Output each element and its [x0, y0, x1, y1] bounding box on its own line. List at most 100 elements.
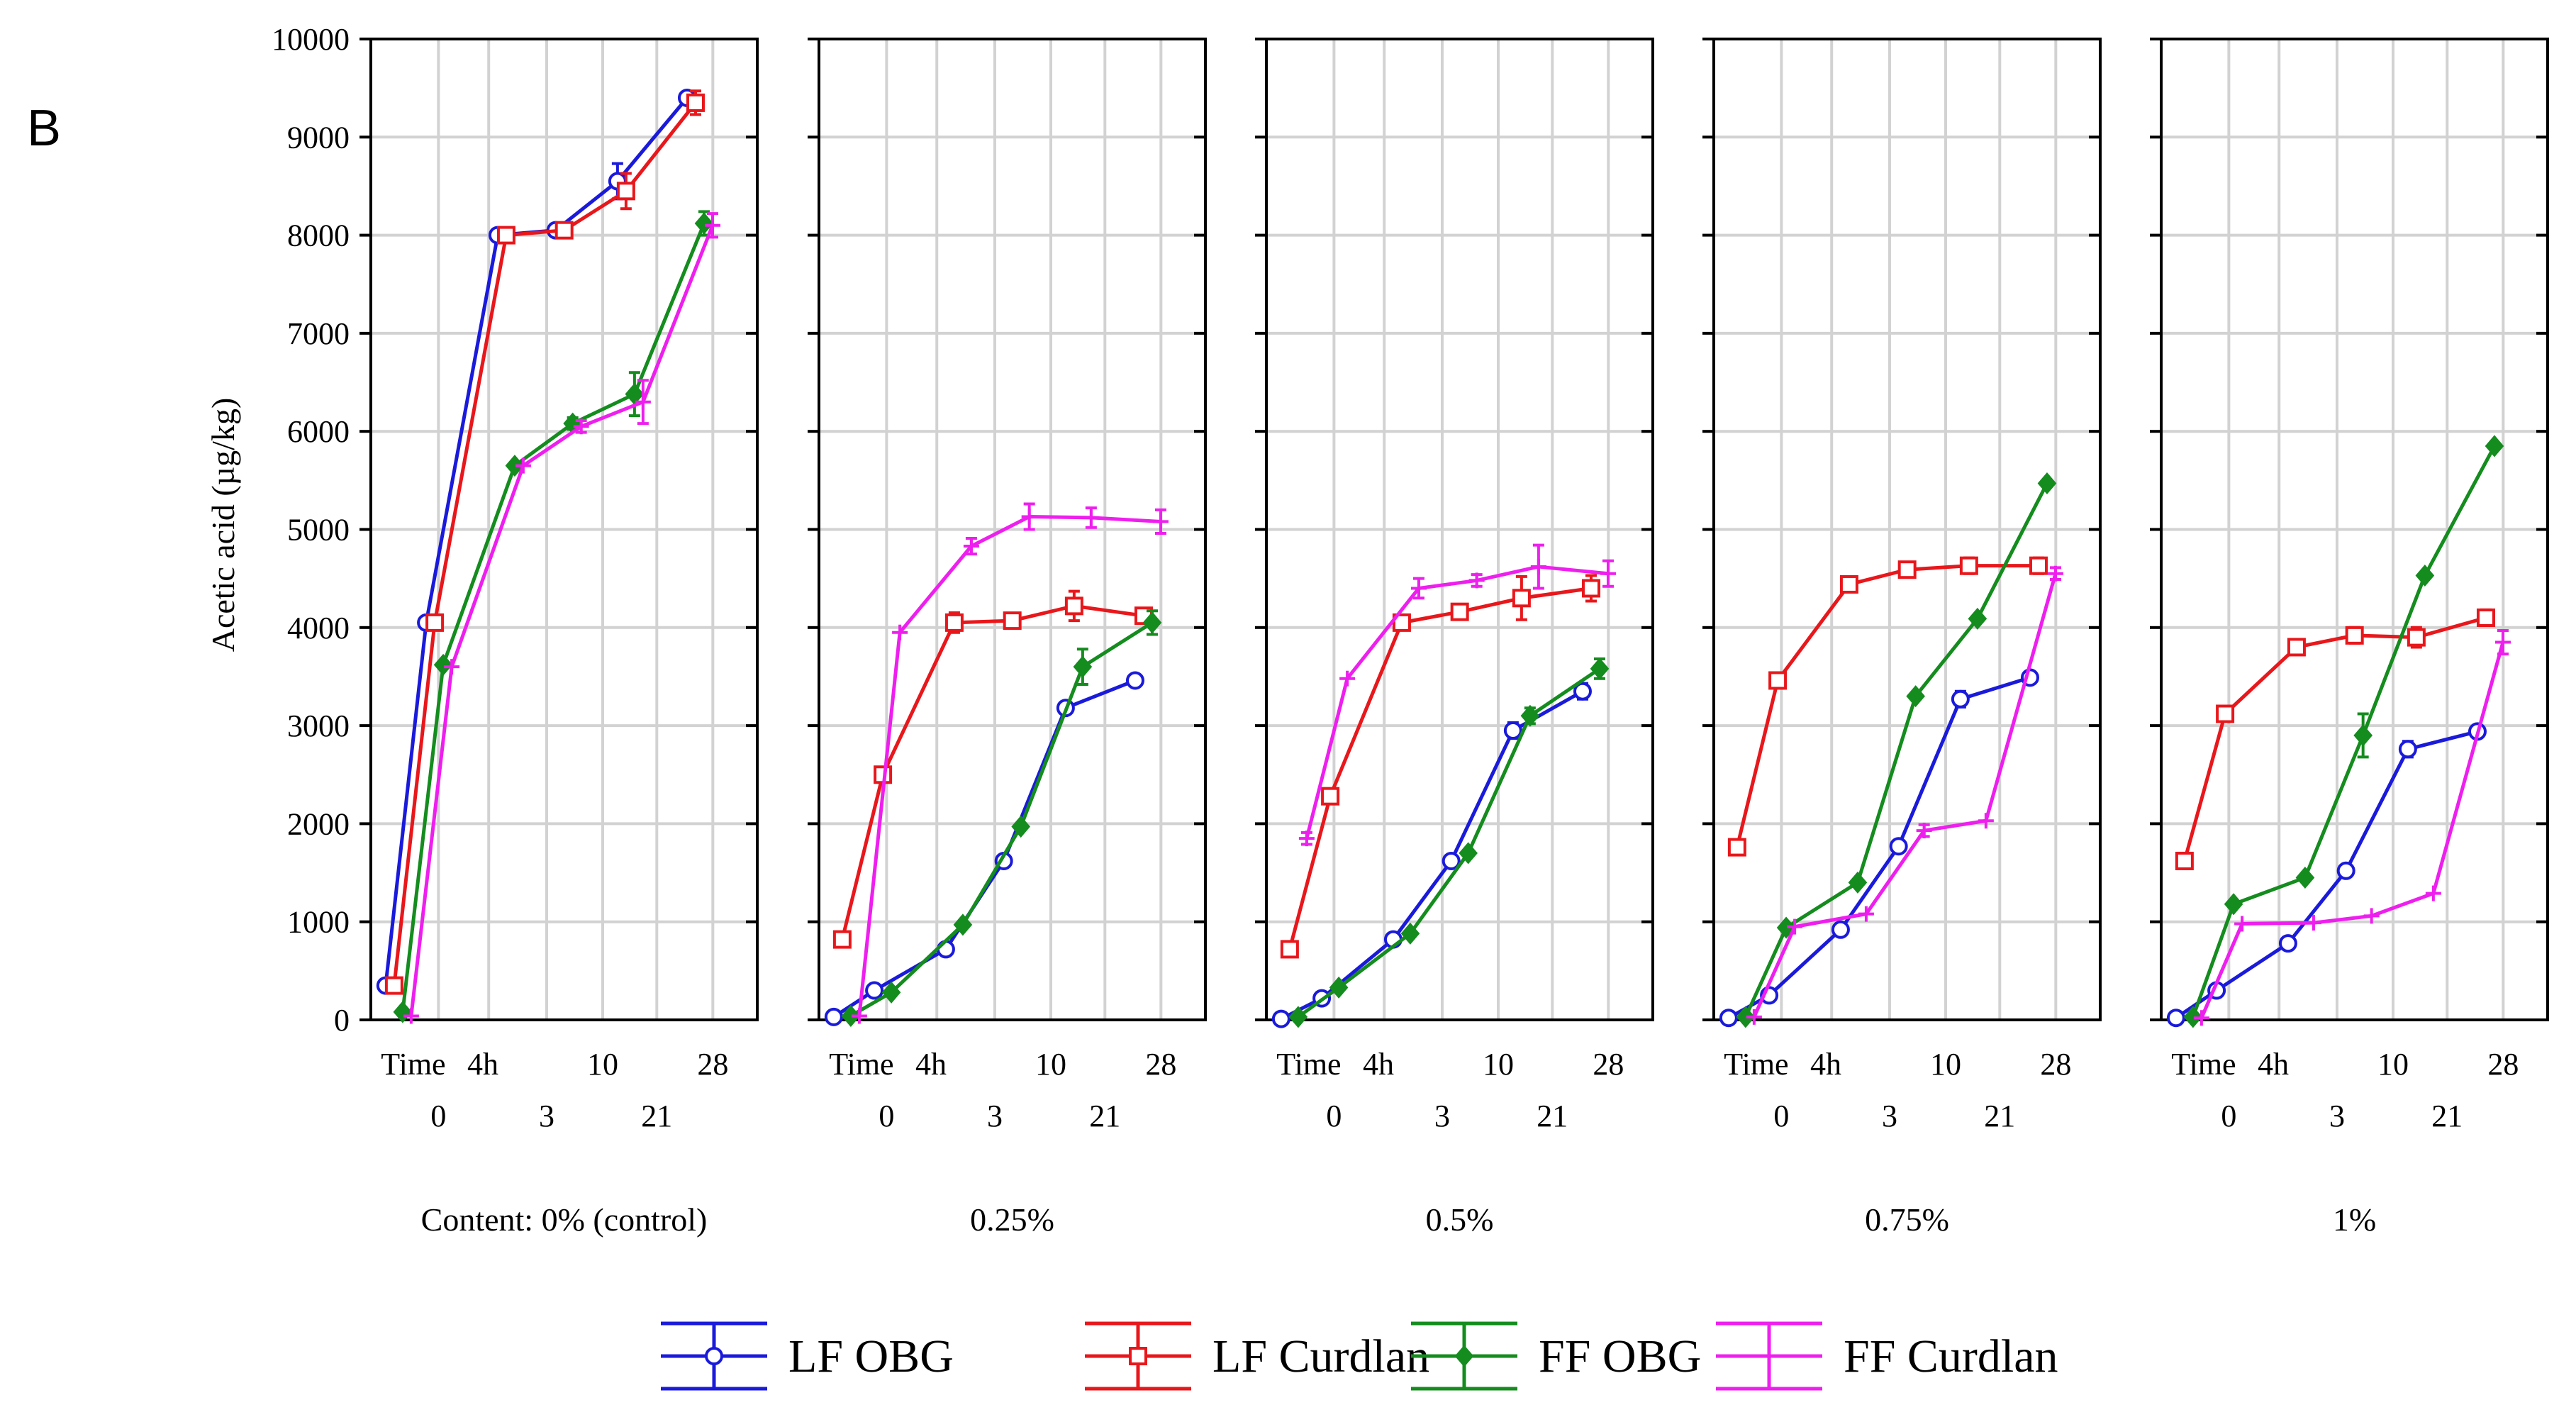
panel-3: Time 4h 10 28 0 3 21 0.75%: [1702, 38, 2102, 1238]
data-point-cross: [1787, 918, 1803, 935]
data-point-cross: [2193, 1010, 2209, 1026]
x-tick-label: 28: [2487, 1047, 2519, 1082]
x-tick-label: 0: [1326, 1099, 1342, 1133]
data-point-square: [832, 930, 852, 949]
series-line: [849, 621, 1154, 1018]
series-line: [409, 224, 715, 1016]
data-point-diamond: [1142, 611, 1162, 634]
data-point-diamond: [2295, 866, 2315, 889]
data-point-cross: [2305, 915, 2321, 931]
data-point-circle: [1889, 837, 1908, 856]
x-tick-label: 4h: [2258, 1047, 2289, 1082]
x-tick-label: 0: [430, 1099, 446, 1133]
series-line: [1752, 573, 2058, 1018]
data-point-square: [944, 613, 964, 632]
x-tick-label: Time: [2171, 1047, 2236, 1082]
data-point-square: [1392, 613, 1411, 632]
panel-content-label: 0.5%: [1426, 1201, 1494, 1238]
x-tick-label: 3: [1434, 1099, 1450, 1133]
data-point-circle: [2166, 1009, 2185, 1028]
legend-label: LF OBG: [788, 1331, 954, 1382]
y-tick-label: 6000: [287, 414, 350, 449]
series-ff-curdlan: [2193, 628, 2511, 1026]
data-point-square: [554, 221, 574, 240]
x-tick-label: 3: [1882, 1099, 1897, 1133]
series-lf-curdlan: [832, 589, 1153, 949]
series-lf-obg: [1271, 682, 1592, 1028]
data-point-circle: [1831, 920, 1850, 939]
series-lf-curdlan: [1727, 556, 2048, 857]
data-point-square: [1450, 602, 1469, 621]
series-line: [401, 223, 706, 1013]
x-tick-label: Time: [1276, 1047, 1341, 1082]
data-point-cross: [1761, 1348, 1777, 1364]
data-point-diamond: [2183, 1006, 2203, 1028]
chart-panels: Time 4h 10 28 0 3 21 Content: 0% (control) Time 4…: [359, 38, 2549, 1238]
x-tick-label: 21: [1984, 1099, 2015, 1133]
panel-letter: B: [27, 100, 61, 157]
data-point-circle: [2336, 861, 2355, 880]
data-point-square: [2029, 556, 2048, 575]
data-point-circle: [824, 1007, 843, 1026]
series-line: [1305, 565, 1609, 839]
data-point-cross: [1083, 509, 1099, 526]
y-tick-label: 7000: [287, 316, 350, 351]
series-lf-curdlan: [1280, 574, 1600, 959]
data-point-square: [2287, 638, 2306, 657]
data-point-square: [2216, 704, 2235, 723]
y-tick-label: 0: [334, 1003, 350, 1038]
data-point-cross: [1468, 572, 1485, 589]
legend-item-ff-curdlan: FF Curdlan: [1716, 1321, 2058, 1391]
data-point-cross: [1858, 906, 1874, 922]
data-point-square: [2175, 851, 2194, 870]
panel-0: Time 4h 10 28 0 3 21 Content: 0% (control): [359, 38, 759, 1238]
x-tick-label: 28: [2040, 1047, 2071, 1082]
data-point-cross: [1530, 559, 1546, 575]
data-point-square: [384, 976, 403, 995]
series-ff-curdlan: [851, 502, 1169, 1024]
y-tick-label: 10000: [272, 22, 350, 57]
series-line: [1727, 675, 2031, 1020]
series-line: [1735, 564, 2039, 848]
series-ff-obg: [2183, 435, 2504, 1028]
series-ff-curdlan: [1298, 543, 1616, 847]
x-tick-label: 0: [879, 1099, 894, 1133]
data-point-cross: [1410, 580, 1427, 596]
data-point-circle: [865, 981, 884, 1000]
data-point-cross: [704, 217, 720, 233]
data-point-circle: [2278, 934, 2297, 953]
legend-item-lf-curdlan: LF Curdlan: [1085, 1321, 1429, 1391]
series-line: [840, 604, 1144, 940]
series-line: [857, 515, 1161, 1016]
data-point-diamond: [433, 653, 453, 676]
data-point-cross: [403, 1008, 419, 1024]
data-point-square: [1129, 1347, 1147, 1365]
data-point-diamond: [505, 455, 525, 477]
x-tick-label: 3: [539, 1099, 554, 1133]
legend-item-ff-obg: FF OBG: [1411, 1321, 1701, 1391]
data-point-circle: [1271, 1009, 1290, 1028]
series-lf-curdlan: [384, 89, 705, 995]
data-point-square: [1003, 611, 1022, 631]
data-point-diamond: [1329, 976, 1349, 999]
y-axis-label: Acetic acid (µg/kg): [205, 398, 241, 652]
data-point-cross: [1298, 831, 1315, 847]
panel-1: Time 4h 10 28 0 3 21 0.25%: [808, 38, 1207, 1238]
x-tick-label: 10: [2377, 1047, 2409, 1082]
legend-label: FF OBG: [1539, 1331, 1701, 1382]
y-tick-label: 5000: [287, 513, 350, 548]
legend-item-lf-obg: LF OBG: [661, 1321, 954, 1391]
data-point-square: [2345, 626, 2364, 645]
x-tick-label: 10: [1930, 1047, 1961, 1082]
series-ff-obg: [1736, 472, 2057, 1028]
panel-content-label: Content: 0% (control): [421, 1201, 708, 1238]
data-point-cross: [2494, 634, 2511, 650]
data-point-square: [686, 93, 705, 112]
data-point-cross: [635, 394, 651, 410]
y-tick-label: 9000: [287, 120, 350, 155]
data-point-cross: [1978, 813, 1994, 829]
data-point-square: [1727, 838, 1746, 857]
series-line: [832, 679, 1136, 1018]
data-point-cross: [1021, 509, 1037, 525]
